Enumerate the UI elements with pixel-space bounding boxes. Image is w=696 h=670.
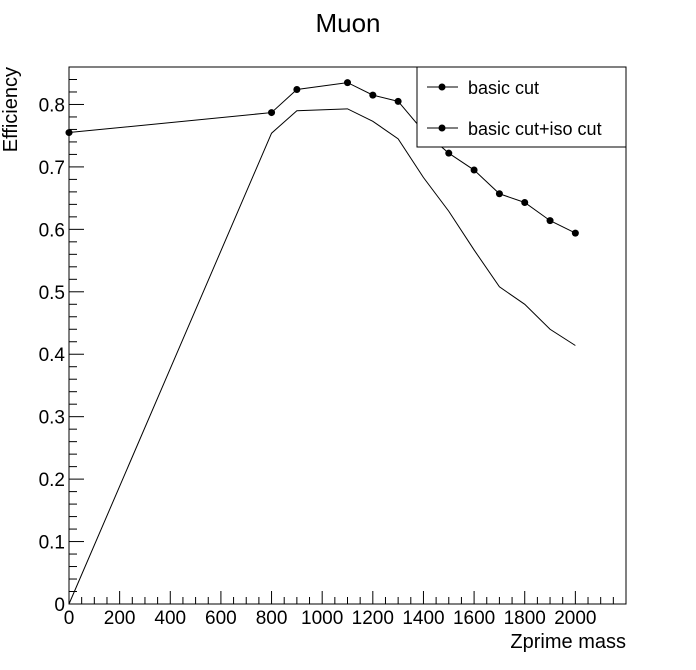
chart-title: Muon	[315, 8, 380, 38]
data-point-basic-cut	[445, 149, 453, 157]
y-tick-label: 0	[54, 595, 65, 616]
data-point-basic-cut	[521, 198, 529, 206]
series-line-basic-cut-iso-cut	[68, 108, 576, 605]
y-tick-label: 0.4	[39, 345, 66, 366]
plot-frame	[68, 66, 627, 605]
y-axis-ticks	[69, 66, 84, 605]
x-tick-label: 400	[154, 608, 186, 629]
x-axis-label: Zprime mass	[510, 631, 626, 653]
x-tick-label: 1800	[504, 608, 546, 629]
y-tick-label: 0.1	[39, 533, 65, 554]
x-axis-tick-labels: 0 200 400 600 800 1000 1200 1400 1600 1800 2000	[64, 608, 597, 629]
y-tick-label: 0.2	[39, 470, 65, 491]
data-point-basic-cut	[369, 91, 377, 99]
x-tick-label: 1600	[453, 608, 495, 629]
y-tick-label: 0.3	[39, 408, 65, 429]
x-tick-label: 0	[64, 608, 75, 629]
x-tick-label: 2000	[554, 608, 596, 629]
x-tick-label: 1200	[352, 608, 394, 629]
x-tick-label: 600	[205, 608, 237, 629]
legend-label-basic-cut: basic cut	[468, 78, 539, 98]
y-tick-label: 0.7	[39, 158, 65, 179]
y-axis-label: Efficiency	[0, 67, 22, 152]
x-tick-label: 200	[104, 608, 136, 629]
legend-box	[416, 66, 627, 148]
legend-marker-basic-cut	[438, 83, 446, 91]
y-tick-label: 0.6	[39, 220, 65, 241]
data-point-basic-cut	[65, 129, 73, 137]
data-point-basic-cut	[470, 166, 478, 174]
legend: basic cut basic cut+iso cut	[416, 66, 627, 148]
data-point-basic-cut	[571, 229, 579, 237]
x-tick-label: 800	[256, 608, 288, 629]
data-point-basic-cut	[495, 190, 503, 198]
legend-marker-basic-cut-iso-cut	[438, 124, 446, 132]
x-axis-ticks	[68, 591, 627, 604]
legend-label-basic-cut-iso-cut: basic cut+iso cut	[468, 119, 602, 139]
data-point-basic-cut	[546, 217, 554, 225]
data-point-basic-cut	[268, 109, 276, 117]
x-tick-label: 1000	[301, 608, 343, 629]
data-point-basic-cut	[394, 97, 402, 105]
data-series	[65, 79, 579, 605]
x-tick-label: 1400	[402, 608, 444, 629]
data-point-basic-cut	[293, 85, 301, 93]
y-tick-label: 0.8	[39, 95, 65, 116]
y-axis-tick-labels: 0 0.1 0.2 0.3 0.4 0.5 0.6 0.7 0.8	[39, 95, 66, 616]
y-tick-label: 0.5	[39, 283, 65, 304]
data-point-basic-cut	[344, 79, 351, 87]
